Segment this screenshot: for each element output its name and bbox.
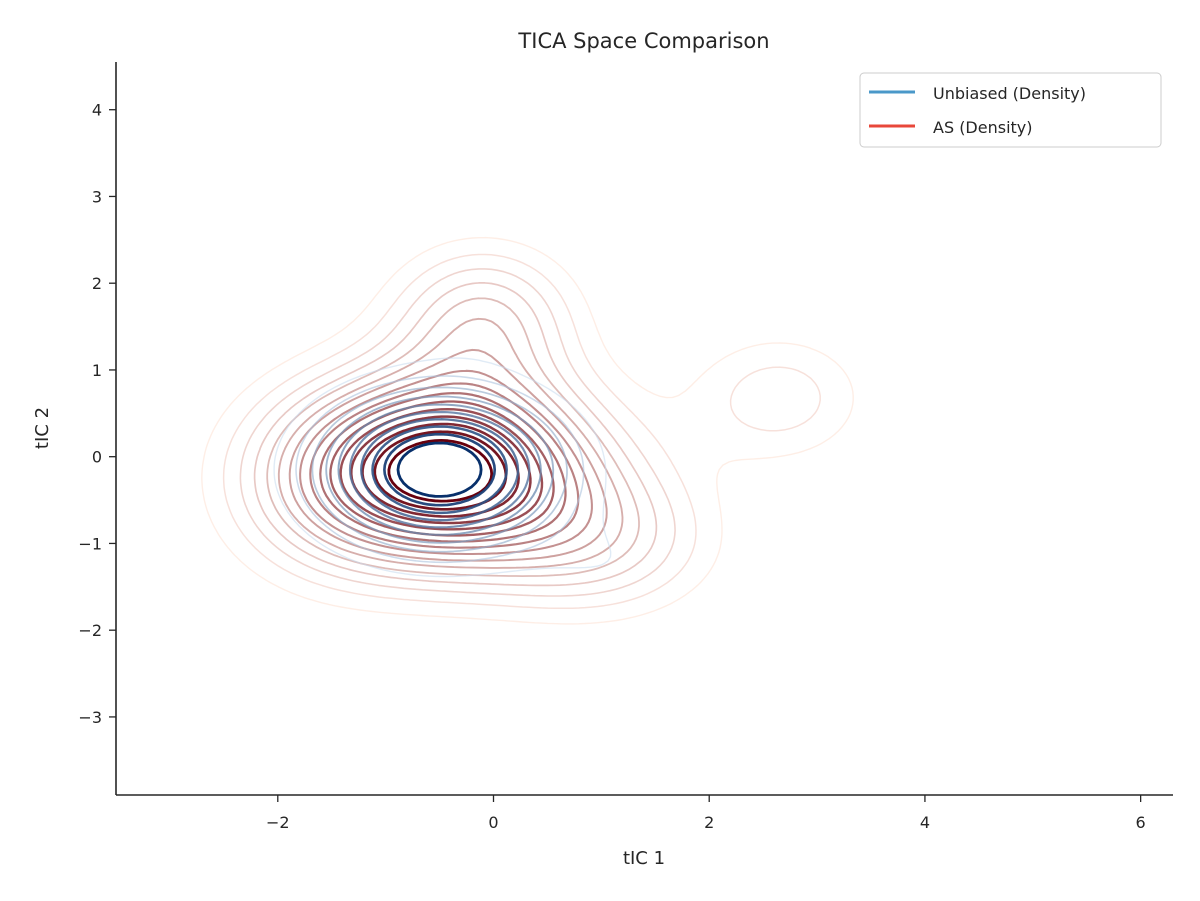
unbiased-contour-level-10 — [396, 441, 483, 498]
y-tick-label: 2 — [92, 274, 102, 293]
y-axis-label: tIC 2 — [32, 407, 53, 449]
y-tick-label: −3 — [78, 708, 102, 727]
chart-title: TICA Space Comparison — [517, 29, 769, 53]
as-contour-level-16 — [387, 439, 494, 503]
unbiased-contour-level-9 — [383, 432, 497, 507]
as-contour-level-3 — [239, 268, 676, 597]
unbiased-contour-level-8 — [371, 425, 508, 515]
unbiased-contour-level-6 — [348, 410, 531, 529]
legend: Unbiased (Density) AS (Density) — [859, 72, 1162, 148]
legend-label-unbiased: Unbiased (Density) — [933, 84, 1086, 103]
x-ticks: −2 0 2 4 6 — [266, 795, 1146, 832]
y-tick-label: 3 — [92, 187, 102, 206]
unbiased-contour-level-3 — [311, 386, 568, 553]
unbiased-contour-level-5 — [337, 403, 542, 536]
unbiased-contour-level-7 — [360, 418, 520, 522]
plot-area — [201, 236, 854, 625]
y-tick-label: −2 — [78, 621, 102, 640]
axes: −2 0 2 4 6 −3 −2 −1 0 1 2 3 4 — [78, 62, 1173, 832]
legend-frame — [859, 72, 1162, 148]
y-tick-label: 0 — [92, 448, 102, 467]
x-axis-label: tIC 1 — [623, 848, 665, 869]
as-contour-level-7 — [288, 348, 608, 562]
y-ticks: −3 −2 −1 0 1 2 3 4 — [78, 101, 116, 727]
x-tick-label: 4 — [920, 813, 930, 832]
x-tick-label: 2 — [704, 813, 714, 832]
as-density-contours — [201, 236, 854, 625]
legend-label-as: AS (Density) — [933, 118, 1033, 137]
y-tick-label: −1 — [78, 534, 102, 553]
y-tick-label: 4 — [92, 101, 102, 120]
as-contour-level-1 — [201, 236, 854, 625]
x-tick-label: 6 — [1136, 813, 1146, 832]
x-tick-label: 0 — [488, 813, 498, 832]
y-tick-label: 1 — [92, 361, 102, 380]
unbiased-contour-level-1 — [273, 357, 612, 578]
unbiased-contour-level-4 — [325, 395, 555, 544]
as-contour-level-5 — [266, 297, 640, 577]
unbiased-density-contours — [273, 357, 612, 578]
as-contour-level-2 — [222, 253, 821, 610]
as-contour-level-4 — [253, 282, 658, 587]
unbiased-contour-level-2 — [295, 375, 585, 564]
as-contour-level-6 — [277, 317, 624, 569]
x-tick-label: −2 — [266, 813, 290, 832]
